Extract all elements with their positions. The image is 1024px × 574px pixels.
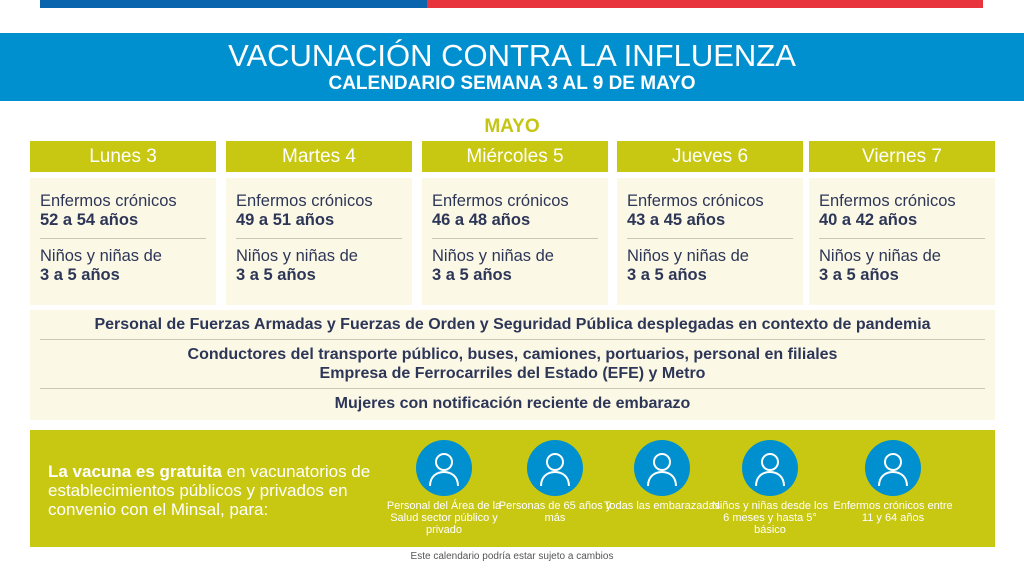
page-subtitle: CALENDARIO SEMANA 3 AL 9 DE MAYO	[328, 73, 696, 94]
target-group: Personal del Área de la Salud sector púb…	[384, 440, 504, 536]
footer-note: Este calendario podría estar sujeto a ca…	[410, 551, 614, 562]
day-header: Jueves 6	[617, 141, 803, 172]
day-column: Martes 4 Enfermos crónicos 49 a 51 años …	[226, 141, 412, 305]
chronic-patient-icon	[865, 440, 921, 496]
target-group-label: Personas de 65 años y más	[498, 500, 612, 524]
group-ages: 3 a 5 años	[40, 266, 120, 284]
group-transport-line2: Empresa de Ferrocarriles del Estado (EFE…	[319, 365, 706, 382]
day-column: Miércoles 5 Enfermos crónicos 46 a 48 añ…	[422, 141, 608, 305]
info-bold: La vacuna es gratuita	[48, 462, 222, 481]
group-ages: 52 a 54 años	[40, 211, 139, 229]
flag-bar-blue	[40, 0, 427, 8]
group-ages: 43 a 45 años	[627, 211, 726, 229]
group-armed-forces: Personal de Fuerzas Armadas y Fuerzas de…	[94, 316, 931, 333]
target-group-label: Todas las embarazadas	[603, 500, 721, 512]
day-column: Viernes 7 Enfermos crónicos 40 a 42 años…	[809, 141, 995, 305]
group-transport-line1: Conductores del transporte público, buse…	[187, 346, 838, 363]
flag-bar-red	[427, 0, 983, 8]
health-worker-icon	[416, 440, 472, 496]
group-ages: 3 a 5 años	[819, 266, 899, 284]
group-ages: 3 a 5 años	[236, 266, 316, 284]
target-group-label: Niños y niñas desde los 6 meses y hasta …	[711, 500, 829, 536]
target-group: Niños y niñas desde los 6 meses y hasta …	[710, 440, 830, 536]
header-banner: VACUNACIÓN CONTRA LA INFLUENZA CALENDARI…	[0, 33, 1024, 101]
divider	[40, 388, 985, 389]
day-cell: Enfermos crónicos 40 a 42 años Niños y n…	[809, 178, 995, 305]
group-label: Niños y niñas de	[432, 247, 554, 265]
day-header: Viernes 7	[809, 141, 995, 172]
divider	[40, 339, 985, 340]
group-ages: 40 a 42 años	[819, 211, 918, 229]
info-rest: en vacunatorios de establecimientos públ…	[48, 462, 371, 519]
group-label: Niños y niñas de	[40, 247, 162, 265]
day-column: Lunes 3 Enfermos crónicos 52 a 54 años N…	[30, 141, 216, 305]
group-label: Enfermos crónicos	[627, 192, 764, 210]
divider	[819, 238, 985, 239]
group-transport: Conductores del transporte público, buse…	[40, 340, 985, 388]
group-ages: 49 a 51 años	[236, 211, 335, 229]
pregnant-woman-icon	[634, 440, 690, 496]
target-group-label: Enfermos crónicos entre 11 y 64 años	[833, 500, 953, 524]
day-header: Lunes 3	[30, 141, 216, 172]
group-ages: 3 a 5 años	[432, 266, 512, 284]
month-label: MAYO	[484, 116, 540, 137]
group-label: Enfermos crónicos	[819, 192, 956, 210]
group-label: Niños y niñas de	[819, 247, 941, 265]
day-cell: Enfermos crónicos 43 a 45 años Niños y n…	[617, 178, 803, 305]
group-ages: 3 a 5 años	[627, 266, 707, 284]
divider	[627, 238, 793, 239]
group-label: Enfermos crónicos	[432, 192, 569, 210]
day-cell: Enfermos crónicos 46 a 48 años Niños y n…	[422, 178, 608, 305]
child-mask-icon	[742, 440, 798, 496]
all-week-groups: Personal de Fuerzas Armadas y Fuerzas de…	[30, 310, 995, 420]
info-text: La vacuna es gratuita en vacunatorios de…	[48, 462, 408, 519]
day-header: Martes 4	[226, 141, 412, 172]
info-panel: La vacuna es gratuita en vacunatorios de…	[30, 430, 995, 547]
day-column: Jueves 6 Enfermos crónicos 43 a 45 años …	[617, 141, 803, 305]
day-header: Miércoles 5	[422, 141, 608, 172]
page-title: VACUNACIÓN CONTRA LA INFLUENZA	[228, 38, 796, 73]
target-group: Todas las embarazadas	[602, 440, 722, 512]
group-label: Niños y niñas de	[627, 247, 749, 265]
day-cell: Enfermos crónicos 52 a 54 años Niños y n…	[30, 178, 216, 305]
divider	[40, 238, 206, 239]
group-ages: 46 a 48 años	[432, 211, 531, 229]
target-group: Personas de 65 años y más	[495, 440, 615, 524]
group-pregnant: Mujeres con notificación reciente de emb…	[334, 395, 691, 412]
elderly-couple-icon	[527, 440, 583, 496]
group-label: Enfermos crónicos	[236, 192, 373, 210]
group-label: Niños y niñas de	[236, 247, 358, 265]
divider	[432, 238, 598, 239]
target-group: Enfermos crónicos entre 11 y 64 años	[833, 440, 953, 524]
divider	[236, 238, 402, 239]
target-group-label: Personal del Área de la Salud sector púb…	[386, 500, 502, 536]
group-label: Enfermos crónicos	[40, 192, 177, 210]
day-cell: Enfermos crónicos 49 a 51 años Niños y n…	[226, 178, 412, 305]
